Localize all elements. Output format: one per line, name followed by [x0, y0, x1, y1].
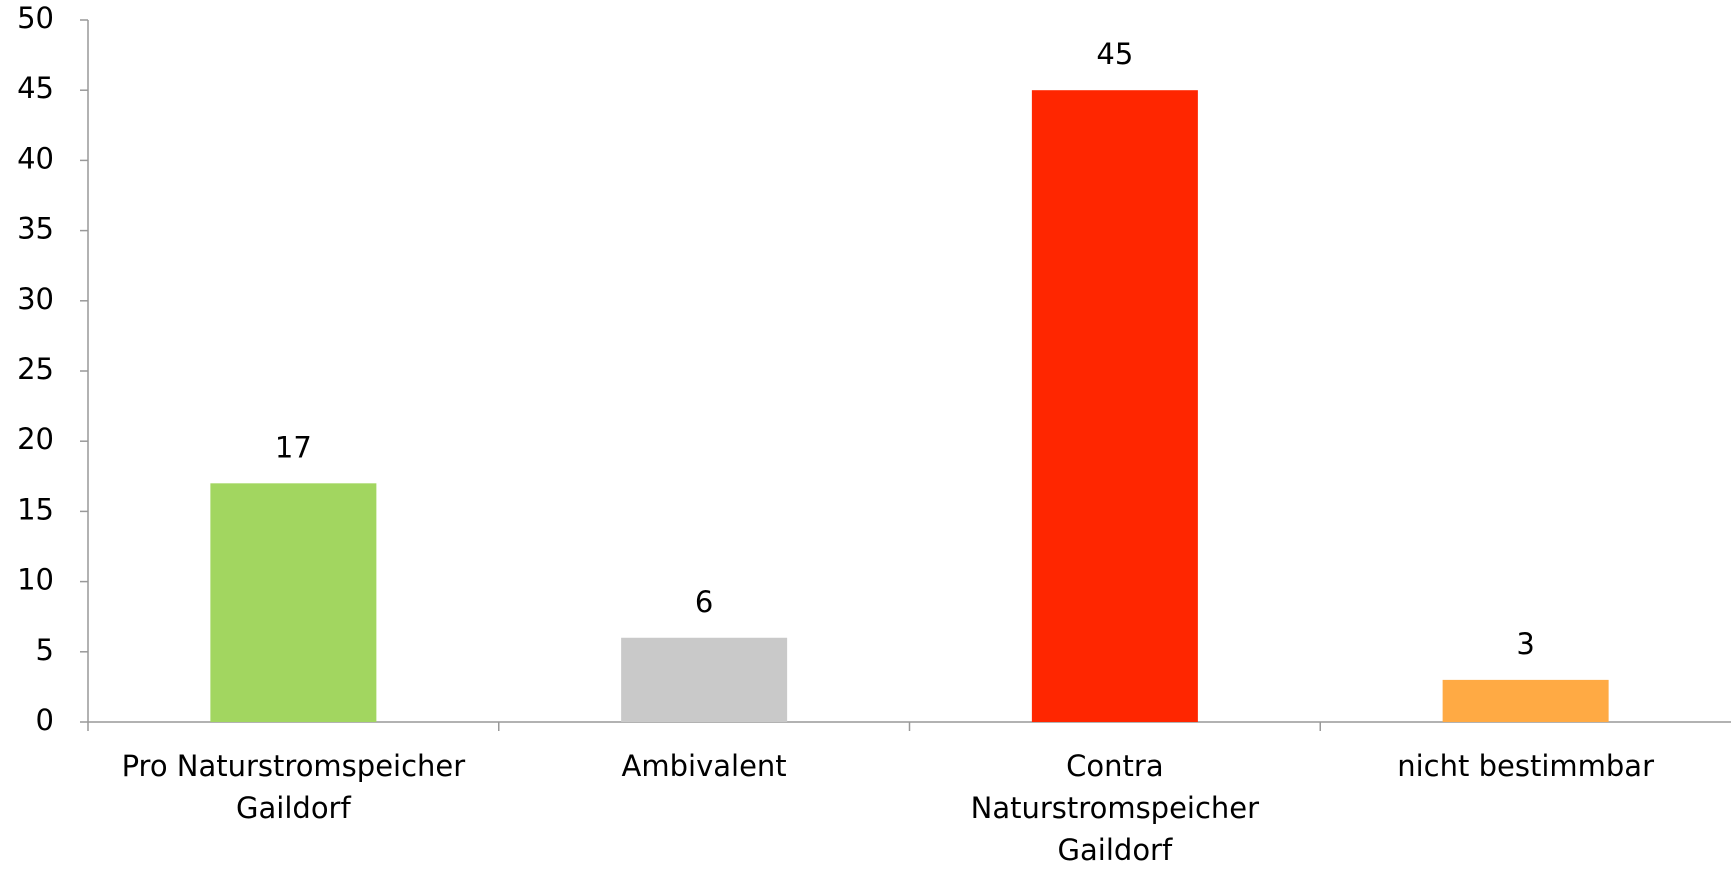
y-tick-label: 40 [17, 141, 54, 175]
value-label: 17 [275, 430, 312, 464]
bar [210, 483, 377, 722]
y-tick-label: 45 [17, 71, 54, 105]
value-label: 6 [695, 585, 713, 619]
x-tick-label: nicht bestimmbar [1397, 749, 1654, 783]
value-label: 45 [1096, 37, 1133, 71]
bar [1031, 90, 1198, 722]
x-tick-label: Contra Naturstromspeicher Gaildorf [970, 749, 1260, 867]
y-tick-label: 20 [17, 422, 54, 456]
x-tick-label: Pro Naturstromspeicher Gaildorf [121, 749, 466, 825]
y-tick-label: 35 [17, 212, 54, 246]
bar [1442, 679, 1609, 722]
y-tick-label: 30 [17, 282, 54, 316]
y-tick-label: 5 [36, 633, 54, 667]
y-tick-label: 50 [17, 1, 54, 35]
bar [621, 637, 788, 722]
y-tick-label: 0 [36, 703, 54, 737]
y-tick-label: 10 [17, 563, 54, 597]
y-tick-label: 25 [17, 352, 54, 386]
x-tick-label: Ambivalent [621, 749, 787, 783]
value-label: 3 [1516, 627, 1534, 661]
y-tick-label: 15 [17, 492, 54, 526]
